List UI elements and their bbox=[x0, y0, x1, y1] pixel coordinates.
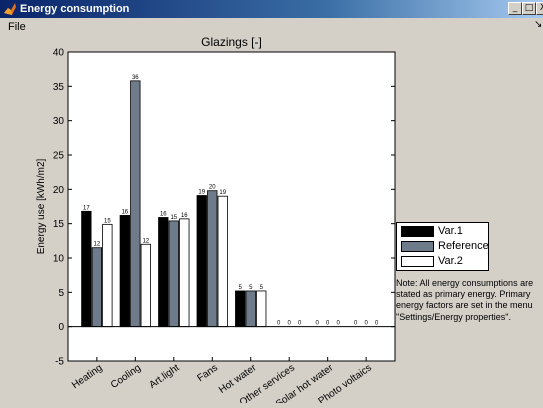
toolbar-arrow-icon[interactable]: ↘ bbox=[534, 19, 543, 30]
chart-title: Glazings [-] bbox=[201, 37, 262, 49]
bar-value-label: 0 bbox=[364, 321, 368, 327]
bar-value-label: 19 bbox=[219, 190, 226, 196]
bar-value-label: 0 bbox=[326, 321, 330, 327]
figure-area: Glazings [-] Energy use [kWh/m2] -5 0 5 10 15 2… bbox=[0, 35, 543, 408]
bar bbox=[168, 220, 179, 328]
bar bbox=[179, 218, 190, 328]
bar-value-label: 16 bbox=[181, 213, 188, 219]
y-tick-label: 20 bbox=[53, 185, 65, 196]
legend-item: Var.1 bbox=[401, 225, 489, 238]
bar bbox=[245, 290, 256, 328]
bar-value-label: 17 bbox=[83, 205, 90, 211]
y-axis-label: Energy use [kWh/m2] bbox=[36, 158, 47, 254]
bar-value-label: 5 bbox=[239, 285, 243, 291]
window-titlebar[interactable]: Energy consumption _ □ X bbox=[0, 0, 543, 18]
x-tick-label: Cooling bbox=[109, 362, 143, 390]
legend-swatch bbox=[401, 256, 434, 267]
x-tick-label: Art.light bbox=[147, 362, 181, 391]
y-tick-label: -5 bbox=[55, 357, 64, 368]
bar bbox=[119, 215, 130, 328]
bar-value-label: 15 bbox=[104, 218, 111, 224]
window-title: Energy consumption bbox=[20, 3, 130, 15]
bar-value-label: 5 bbox=[249, 285, 253, 291]
bar-value-label: 16 bbox=[121, 209, 128, 215]
bar bbox=[196, 195, 207, 328]
bar-value-label: 12 bbox=[94, 242, 101, 248]
bar-value-label: 0 bbox=[277, 321, 281, 327]
y-tick-label: 10 bbox=[53, 254, 65, 265]
bar-value-label: 0 bbox=[354, 321, 358, 327]
menu-bar: File ↘ bbox=[0, 18, 543, 37]
bar-value-label: 12 bbox=[142, 238, 149, 244]
menu-file[interactable]: File bbox=[8, 21, 26, 33]
bar bbox=[102, 223, 113, 328]
bar-value-label: 19 bbox=[198, 190, 205, 196]
close-button[interactable]: X bbox=[536, 2, 543, 15]
bar bbox=[140, 243, 151, 328]
y-tick-label: 35 bbox=[53, 82, 65, 93]
bar-value-label: 15 bbox=[170, 215, 177, 221]
bar bbox=[235, 290, 246, 328]
bar bbox=[91, 247, 103, 328]
bar-value-label: 20 bbox=[209, 185, 216, 191]
y-tick-label: 5 bbox=[58, 288, 64, 299]
bar bbox=[217, 195, 228, 328]
legend-label: Reference bbox=[438, 240, 489, 252]
energy-note: Note: All energy consumptions are stated… bbox=[396, 278, 534, 322]
legend-swatch bbox=[401, 241, 434, 252]
legend-label: Var.2 bbox=[438, 255, 463, 267]
y-tick-label: 30 bbox=[53, 116, 65, 127]
legend-item: Var.2 bbox=[401, 255, 489, 268]
bar bbox=[158, 217, 169, 328]
bar bbox=[256, 290, 267, 328]
bar-value-label: 5 bbox=[260, 285, 264, 291]
bar-value-label: 16 bbox=[160, 211, 167, 217]
bar bbox=[207, 190, 218, 328]
bar-value-label: 0 bbox=[337, 321, 341, 327]
plot-frame bbox=[67, 51, 396, 362]
x-tick-label: Fans bbox=[195, 362, 220, 384]
legend-label: Var.1 bbox=[438, 225, 463, 237]
bar bbox=[81, 210, 92, 328]
bar-chart: Glazings [-] Energy use [kWh/m2] -5 0 5 10 15 2… bbox=[36, 35, 396, 408]
y-tick-label: 0 bbox=[58, 322, 64, 333]
y-tick-label: 25 bbox=[53, 151, 65, 162]
bar-value-label: 0 bbox=[375, 321, 379, 327]
chart-legend[interactable]: Var.1 Reference Var.2 bbox=[396, 222, 489, 271]
plot-background bbox=[68, 52, 395, 361]
minimize-button[interactable]: _ bbox=[508, 2, 522, 15]
x-tick-label: Heating bbox=[70, 362, 105, 391]
bar bbox=[130, 80, 141, 328]
bar-value-label: 0 bbox=[298, 321, 302, 327]
legend-swatch bbox=[401, 226, 434, 237]
bar-value-label: 0 bbox=[288, 321, 292, 327]
legend-item: Reference bbox=[401, 240, 489, 253]
matlab-figure-icon bbox=[4, 3, 16, 15]
bar-value-label: 36 bbox=[132, 75, 139, 81]
y-tick-label: 40 bbox=[53, 48, 65, 59]
bar-value-label: 0 bbox=[316, 321, 320, 327]
restore-button[interactable]: □ bbox=[522, 2, 536, 15]
y-tick-label: 15 bbox=[53, 219, 65, 230]
